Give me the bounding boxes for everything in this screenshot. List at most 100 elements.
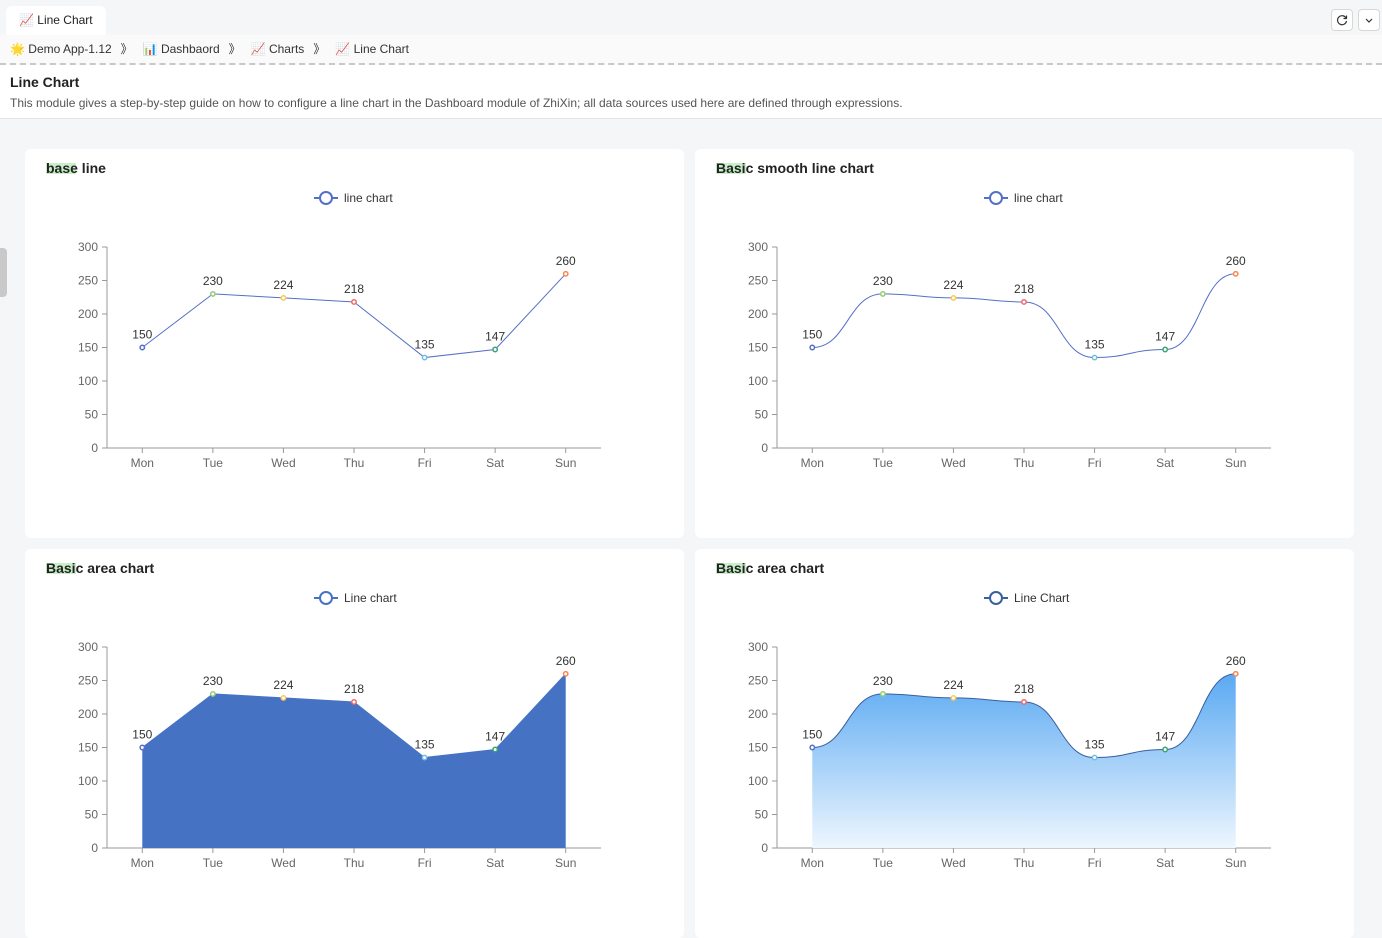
x-tick-label: Wed [941,456,965,470]
value-label: 218 [1014,682,1034,696]
value-label: 147 [485,330,505,344]
value-label: 230 [203,674,223,688]
x-tick-label: Mon [801,856,824,870]
y-tick-label: 0 [91,441,98,455]
data-point [879,690,886,697]
data-point [1162,746,1169,753]
data-point [950,694,957,701]
x-tick-label: Thu [1014,456,1035,470]
breadcrumb[interactable]: 📈 Line Chart [335,42,409,56]
breadcrumbs: 🌟 Demo App-1.12 》 📊 Dashbaord 》 📈 Charts 》 📈 L… [0,35,1382,65]
x-tick-label: Sun [555,456,576,470]
value-label: 218 [1014,282,1034,296]
y-tick-label: 300 [78,240,98,254]
breadcrumb[interactable]: 📊 Dashbaord [142,42,220,56]
top-bar: 📈 Line Chart [0,0,1382,35]
data-point [1021,298,1027,305]
data-point [1232,670,1239,677]
value-label: 224 [943,678,963,692]
breadcrumb-separator: 》 [120,42,133,56]
y-tick-label: 0 [761,841,768,855]
tab[interactable]: 📈 Line Chart [6,6,106,35]
data-point [562,670,569,677]
legend-marker [319,191,333,205]
legend-label: Line chart [344,591,397,605]
data-point [421,754,428,761]
chart: Basic area chart Line chart 0 50 100 150 200 25… [46,560,601,870]
chart-title: Basic area chart [716,560,825,576]
x-tick-label: Mon [131,456,154,470]
x-tick-label: Wed [941,856,965,870]
x-tick-label: Mon [131,856,154,870]
value-label: 150 [132,328,152,342]
data-point [209,290,216,297]
refresh-button[interactable] [1331,9,1353,31]
chart-title: base line [46,160,106,176]
data-point [492,346,499,353]
data-point [809,744,816,751]
x-tick-label: Fri [418,856,432,870]
data-point [1091,754,1098,761]
chart-card: Basic smooth line chart line chart 0 50 100 1… [695,149,1354,538]
y-tick-label: 100 [78,374,98,388]
y-tick-label: 50 [85,408,99,422]
refresh-icon [1336,15,1348,26]
data-point [280,294,287,301]
y-tick-label: 150 [78,341,98,355]
data-point [950,294,957,301]
legend-marker [989,591,1003,605]
chart-title: Basic area chart [46,560,155,576]
breadcrumb[interactable]: 🌟 Demo App-1.12 [10,42,112,56]
value-label: 147 [485,730,505,744]
y-tick-label: 50 [755,808,769,822]
value-label: 218 [344,282,364,296]
chart: Basic smooth line chart line chart 0 50 100 1… [716,160,1271,470]
value-label: 260 [556,654,576,668]
side-handle[interactable] [0,248,7,297]
x-tick-label: Sun [1225,856,1246,870]
y-tick-label: 250 [78,274,98,288]
value-label: 150 [802,328,822,342]
value-label: 150 [132,728,152,742]
page-title: Line Chart [10,74,80,90]
chart-card: Basic area chart Line chart 0 50 100 150 200 25… [25,549,684,938]
legend-label: line chart [344,191,393,205]
y-tick-label: 300 [78,640,98,654]
value-label: 224 [943,278,963,292]
y-tick-label: 200 [748,707,768,721]
value-label: 135 [415,738,435,752]
value-label: 135 [415,338,435,352]
legend-marker [989,191,1003,205]
data-point [351,298,357,305]
value-label: 260 [1226,654,1246,668]
value-label: 218 [344,682,364,696]
breadcrumb[interactable]: 📈 Charts [250,42,305,56]
data-point [139,744,146,751]
x-tick-label: Thu [344,856,365,870]
chart: base line line chart 0 50 100 150 200 250 300 Mon… [46,160,601,470]
title-highlight [46,563,76,574]
value-label: 150 [802,728,822,742]
page: {"tab": "📈 Line Chart", "breadcrumbs": [… [0,0,1382,870]
dropdown-button[interactable] [1358,9,1380,31]
title-highlight [716,163,746,174]
data-point [1091,354,1098,361]
y-tick-label: 250 [748,674,768,688]
area [812,673,1236,848]
data-point [809,344,816,351]
x-tick-label: Fri [1088,856,1102,870]
value-label: 147 [1155,330,1175,344]
data-point [1232,270,1239,277]
data-point [351,698,357,705]
y-tick-label: 100 [78,774,98,788]
chart: Basic area chart Line Chart 0 50 100 150 200 25… [716,560,1271,870]
value-label: 230 [873,674,893,688]
legend-label: line chart [1014,191,1063,205]
x-tick-label: Tue [203,856,224,870]
value-label: 230 [203,274,223,288]
x-tick-label: Fri [418,456,432,470]
title-highlight [46,163,76,174]
y-tick-label: 250 [748,274,768,288]
value-label: 230 [873,274,893,288]
value-label: 260 [1226,254,1246,268]
